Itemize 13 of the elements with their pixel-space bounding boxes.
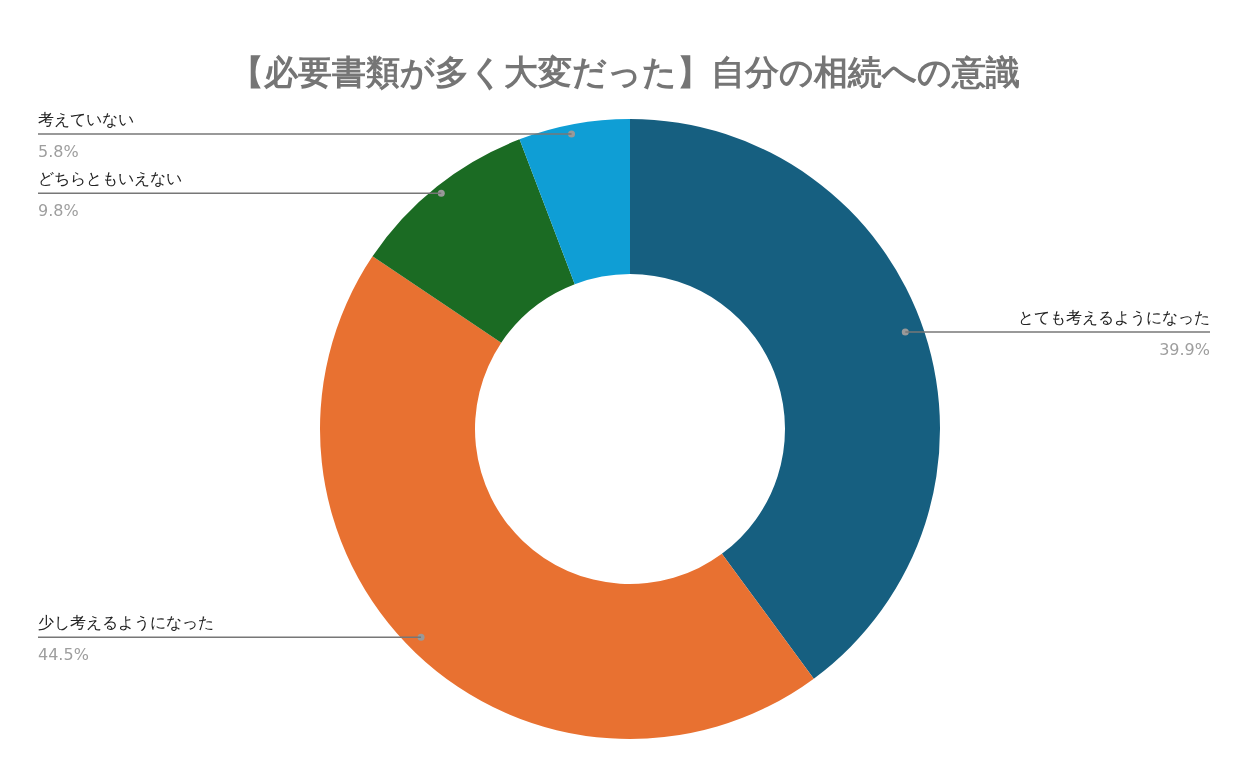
slice-label: 少し考えるようになった xyxy=(38,613,214,633)
donut-slice xyxy=(630,119,940,679)
data-label: 5.8% xyxy=(38,141,79,161)
slice-label: とても考えるようになった xyxy=(1018,307,1210,327)
data-label: 39.9% xyxy=(1159,339,1210,359)
data-label: 9.8% xyxy=(38,201,79,221)
donut-slice xyxy=(320,256,814,739)
slice-label: 考えていない xyxy=(38,109,134,129)
donut-slice xyxy=(519,119,630,285)
data-label: 44.5% xyxy=(38,645,89,665)
slice-label: どちらともいえない xyxy=(38,169,182,189)
chart-title: 【必要書類が多く大変だった】自分の相続への意識 xyxy=(229,51,1021,94)
donut-slice xyxy=(372,139,575,343)
